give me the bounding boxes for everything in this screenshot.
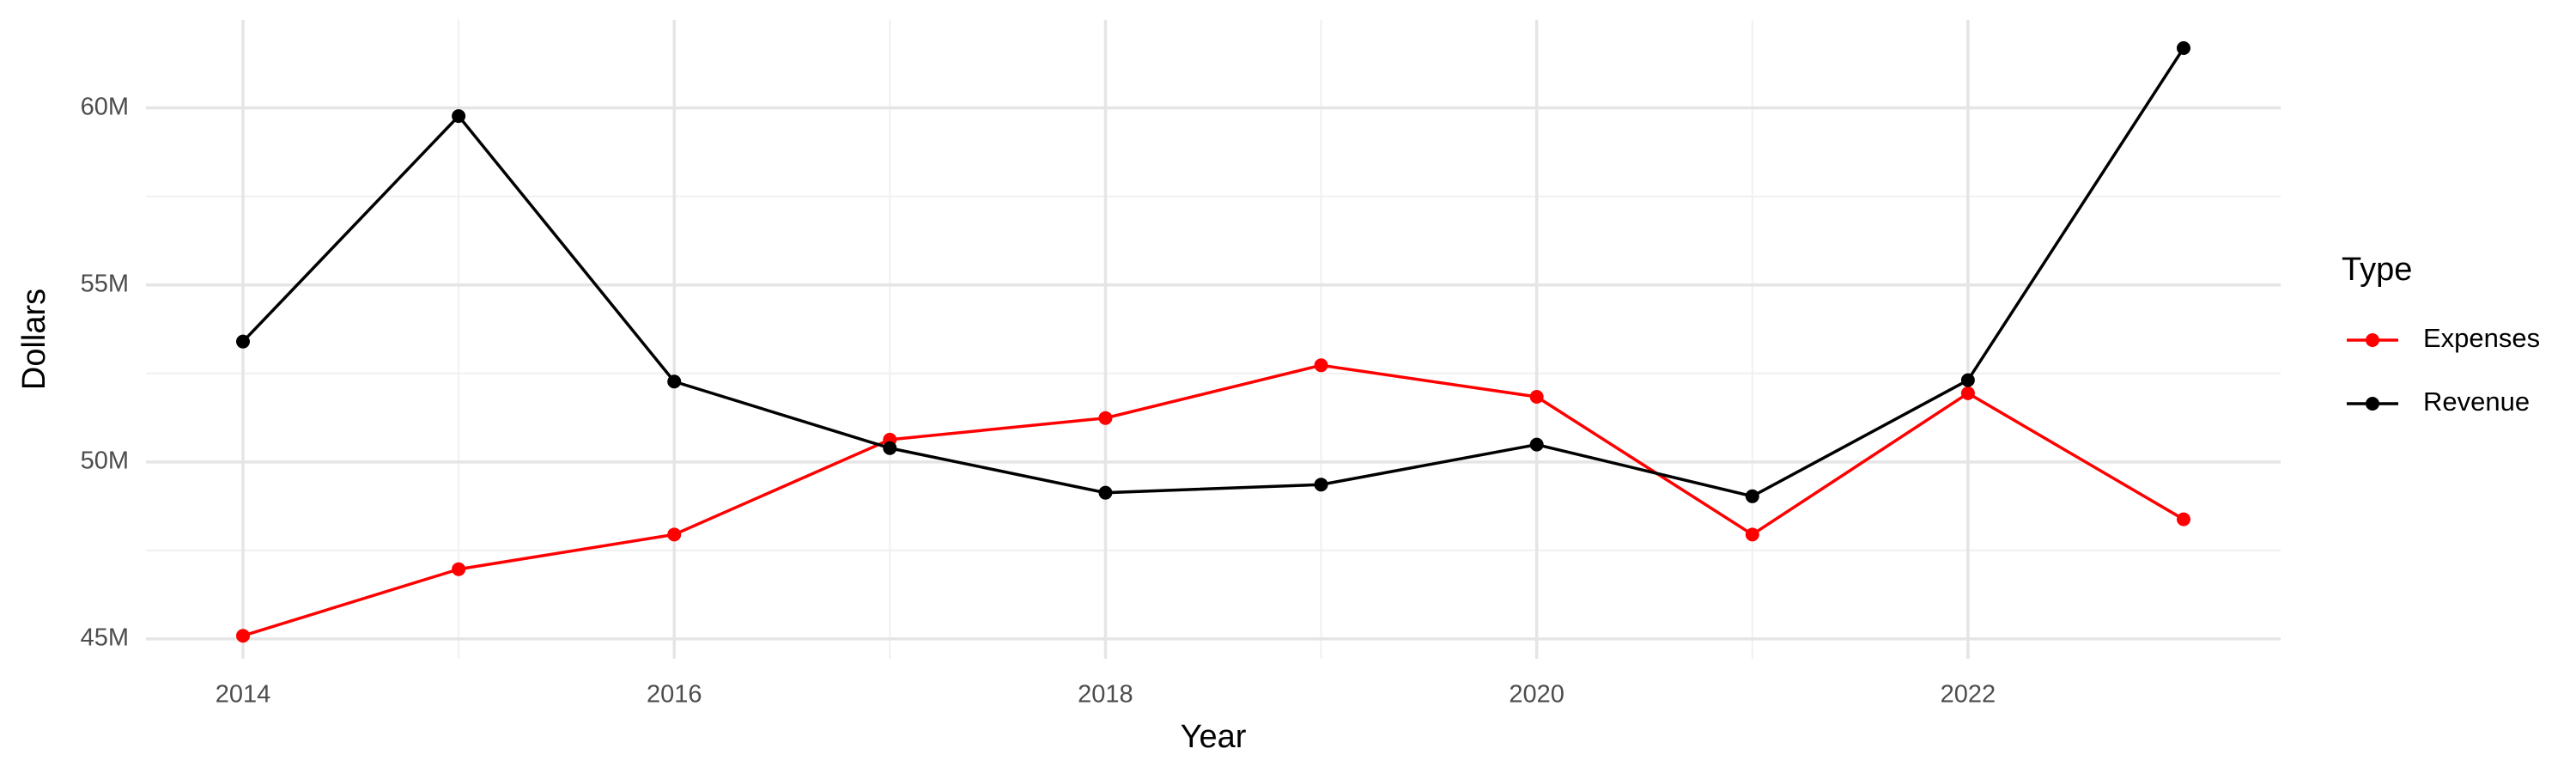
y-tick-label: 60M: [81, 93, 129, 120]
data-point: [452, 562, 466, 576]
data-point: [2177, 512, 2190, 526]
legend-point: [2366, 397, 2379, 411]
legend-point: [2366, 333, 2379, 347]
x-tick-label: 2014: [216, 681, 271, 709]
data-point: [883, 441, 897, 455]
series-line: [242, 363, 2184, 637]
data-point: [1098, 485, 1113, 500]
series-line: [241, 47, 2185, 498]
x-tick-label: 2018: [1078, 681, 1133, 709]
data-point: [236, 629, 250, 643]
data-point: [452, 109, 466, 124]
data-point: [1098, 411, 1113, 425]
data-point: [2177, 40, 2190, 55]
data-point: [1314, 358, 1328, 373]
legend-label: Revenue: [2423, 386, 2530, 417]
data-point: [667, 374, 682, 389]
y-tick-label: 50M: [81, 447, 129, 474]
legend-title: Type: [2342, 252, 2412, 288]
data-point: [1314, 478, 1328, 492]
data-point: [667, 527, 682, 542]
data-point: [1960, 386, 1975, 400]
x-tick-label: 2022: [1941, 681, 1996, 709]
data-point: [1529, 389, 1544, 404]
x-axis-title: Year: [1181, 719, 1247, 755]
data-point: [1745, 489, 1759, 503]
data-point: [1960, 373, 1975, 387]
data-point: [236, 334, 250, 349]
y-tick-label: 45M: [81, 624, 129, 652]
legend-label: Expenses: [2423, 323, 2540, 353]
data-point: [1745, 527, 1759, 542]
y-axis-title: Dollars: [16, 289, 52, 390]
y-tick-label: 55M: [81, 270, 129, 297]
x-tick-label: 2016: [647, 681, 702, 709]
data-point: [1529, 437, 1544, 452]
x-tick-label: 2020: [1509, 681, 1564, 709]
